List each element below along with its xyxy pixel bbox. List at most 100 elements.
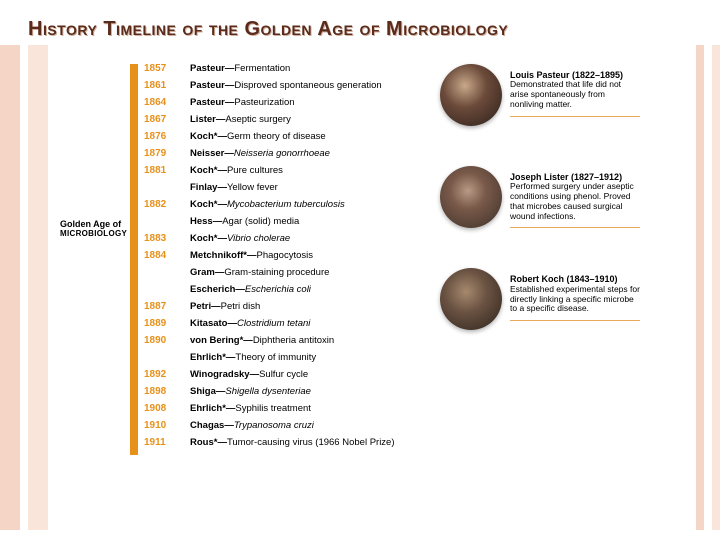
timeline-entry: Pasteur—Pasteurization [190,98,430,115]
discovery-text: Syphilis treatment [235,403,311,414]
timeline-entry: von Bering*—Diphtheria antitoxin [190,336,430,353]
timeline-entry: Metchnikoff*—Phagocytosis [190,251,430,268]
timeline-entry: Rous*—Tumor-causing virus (1966 Nobel Pr… [190,438,430,455]
timeline-year: 1910 [144,421,184,438]
scientist-name: Ehrlich*— [190,352,235,363]
person-desc: Demonstrated that life did not arise spo… [510,80,640,109]
scientist-name: Hess— [190,216,222,227]
timeline-bar [130,64,138,455]
timeline-entry: Lister—Aseptic surgery [190,115,430,132]
era-label-line1: Golden Age of [60,219,130,229]
timeline-entry: Escherich—Escherichia coli [190,285,430,302]
era-label: Golden Age of MICROBIOLOGY [60,64,130,455]
discovery-text: Disproved spontaneous generation [234,80,381,91]
scientist-name: Pasteur— [190,63,234,74]
timeline-year: 1881 [144,166,184,183]
discovery-text: Escherichia coli [245,284,311,295]
timeline-year: 1876 [144,132,184,149]
discovery-text: Aseptic surgery [225,114,290,125]
timeline-year [144,353,184,370]
discovery-text: Gram-staining procedure [224,267,329,278]
person-underline [510,227,640,228]
timeline-entry: Ehrlich*—Theory of immunity [190,353,430,370]
person-portrait [440,166,502,228]
timeline-entry: Neisser—Neisseria gonorrhoeae [190,149,430,166]
timeline-entry: Finlay—Yellow fever [190,183,430,200]
discovery-text: Tumor-causing virus (1966 Nobel Prize) [227,437,395,448]
timeline: 1857186118641867187618791881188218831884… [130,64,430,455]
scientist-name: Petri— [190,301,221,312]
person-card: Joseph Lister (1827–1912)Performed surge… [440,166,640,228]
scientist-name: Kitasato— [190,318,237,329]
timeline-year: 1884 [144,251,184,268]
timeline-entry: Petri—Petri dish [190,302,430,319]
scientist-name: Neisser— [190,148,234,159]
scientist-name: Koch*— [190,165,227,176]
timeline-entry: Koch*—Germ theory of disease [190,132,430,149]
person-portrait [440,268,502,330]
scientist-name: Pasteur— [190,97,234,108]
discovery-text: Theory of immunity [235,352,316,363]
person-text: Louis Pasteur (1822–1895)Demonstrated th… [510,64,640,117]
timeline-year: 1908 [144,404,184,421]
scientist-name: Winogradsky— [190,369,259,380]
timeline-year: 1890 [144,336,184,353]
person-portrait [440,64,502,126]
timeline-year: 1879 [144,149,184,166]
page-title: History Timeline of the Golden Age of Mi… [0,0,720,49]
person-text: Joseph Lister (1827–1912)Performed surge… [510,166,640,228]
scientist-name: Gram— [190,267,224,278]
discovery-text: Yellow fever [227,182,278,193]
timeline-entry: Koch*—Pure cultures [190,166,430,183]
discovery-text: Diphtheria antitoxin [253,335,334,346]
discovery-text: Mycobacterium tuberculosis [227,199,345,210]
timeline-year: 1887 [144,302,184,319]
timeline-year: 1861 [144,81,184,98]
scientist-name: Koch*— [190,233,227,244]
timeline-entry: Hess—Agar (solid) media [190,217,430,234]
timeline-year [144,285,184,302]
scientist-name: Rous*— [190,437,227,448]
timeline-years: 1857186118641867187618791881188218831884… [144,64,184,455]
person-card: Robert Koch (1843–1910)Established exper… [440,268,640,330]
era-label-line2: MICROBIOLOGY [60,229,130,238]
timeline-entry: Winogradsky—Sulfur cycle [190,370,430,387]
timeline-year: 1857 [144,64,184,81]
people-column: Louis Pasteur (1822–1895)Demonstrated th… [430,64,640,455]
person-card: Louis Pasteur (1822–1895)Demonstrated th… [440,64,640,126]
timeline-year: 1892 [144,370,184,387]
discovery-text: Sulfur cycle [259,369,308,380]
timeline-year [144,217,184,234]
timeline-year: 1882 [144,200,184,217]
scientist-name: Koch*— [190,199,227,210]
timeline-entry: Pasteur—Disproved spontaneous generation [190,81,430,98]
scientist-name: Shiga— [190,386,225,397]
person-underline [510,320,640,321]
scientist-name: Metchnikoff*— [190,250,257,261]
person-desc: Performed surgery under aseptic conditio… [510,182,640,221]
timeline-year: 1864 [144,98,184,115]
discovery-text: Petri dish [221,301,261,312]
scientist-name: Escherich— [190,284,245,295]
timeline-entry: Shiga—Shigella dysenteriae [190,387,430,404]
person-desc: Established experimental steps for direc… [510,285,640,314]
scientist-name: Pasteur— [190,80,234,91]
timeline-entry: Koch*—Mycobacterium tuberculosis [190,200,430,217]
discovery-text: Vibrio cholerae [227,233,290,244]
timeline-entry: Koch*—Vibrio cholerae [190,234,430,251]
discovery-text: Neisseria gonorrhoeae [234,148,330,159]
timeline-year: 1911 [144,438,184,455]
timeline-entry: Pasteur—Fermentation [190,64,430,81]
timeline-discoveries: Pasteur—FermentationPasteur—Disproved sp… [184,64,430,455]
discovery-text: Phagocytosis [257,250,314,261]
discovery-text: Clostridium tetani [237,318,310,329]
scientist-name: Finlay— [190,182,227,193]
timeline-year [144,183,184,200]
timeline-year: 1889 [144,319,184,336]
scientist-name: Lister— [190,114,225,125]
timeline-year: 1867 [144,115,184,132]
discovery-text: Fermentation [234,63,290,74]
scientist-name: von Bering*— [190,335,253,346]
scientist-name: Ehrlich*— [190,403,235,414]
person-underline [510,116,640,117]
